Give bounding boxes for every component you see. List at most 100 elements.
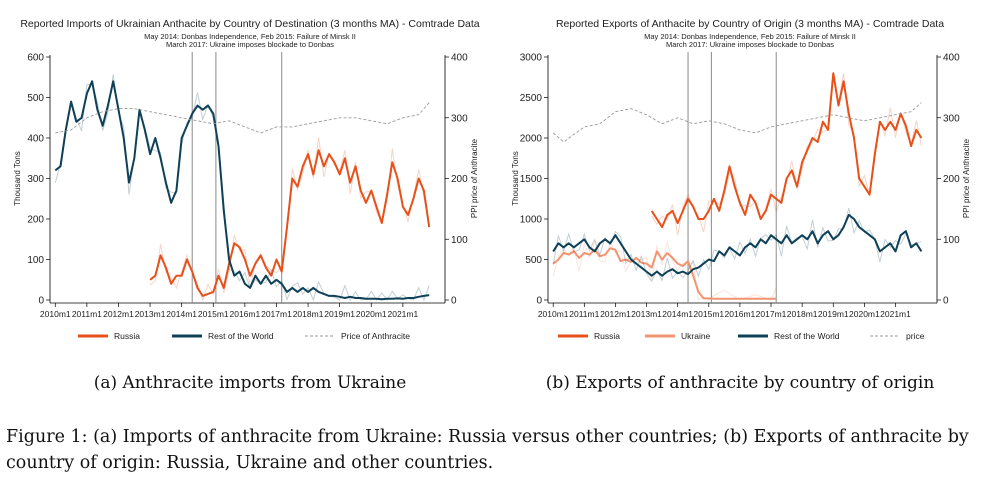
data-point [402, 206, 403, 207]
data-point [656, 218, 657, 219]
data-point [729, 166, 730, 167]
data-point [662, 259, 663, 260]
data-point [329, 154, 330, 155]
data-point [755, 247, 756, 248]
data-point [708, 120, 709, 121]
data-point [895, 129, 896, 130]
data-point [176, 275, 177, 276]
data-point [620, 261, 621, 262]
data-point [371, 298, 372, 299]
y-tick-label: 2000 [520, 134, 543, 145]
data-point [651, 210, 652, 211]
data-point [213, 113, 214, 114]
y2-tick-label: 100 [451, 235, 468, 246]
data-point [760, 239, 761, 240]
data-point [791, 243, 792, 244]
x-tick-label: 2013m1 [135, 309, 166, 319]
data-point [297, 291, 298, 292]
x-tick-label: 2014m1 [166, 309, 197, 319]
data-point [874, 239, 875, 240]
y-tick-label: 3000 [520, 53, 543, 64]
data-point [636, 263, 637, 264]
subcaption-b: (b) Exports of anthracite by country of … [545, 373, 935, 393]
legend-label: price [906, 331, 925, 341]
data-point [402, 298, 403, 299]
data-point [213, 123, 214, 124]
data-point [334, 295, 335, 296]
data-point [641, 267, 642, 268]
data-point [843, 81, 844, 82]
data-point [905, 231, 906, 232]
x-tick-label: 2010m1 [538, 309, 569, 319]
data-point [376, 206, 377, 207]
data-point [392, 298, 393, 299]
data-point [123, 137, 124, 138]
x-tick-label: 2010m1 [40, 309, 71, 319]
data-point [197, 287, 198, 288]
y-tick-label: 600 [27, 53, 44, 64]
data-point [55, 132, 56, 133]
data-point [713, 198, 714, 199]
data-point [197, 120, 198, 121]
data-point [833, 239, 834, 240]
x-tick-label: 2012m1 [600, 309, 631, 319]
data-point [397, 178, 398, 179]
data-point [687, 198, 688, 199]
data-point [765, 243, 766, 244]
data-point [838, 235, 839, 236]
data-point [885, 129, 886, 130]
data-point [286, 227, 287, 228]
data-point [197, 105, 198, 106]
x-tick-label: 2021m1 [388, 309, 419, 319]
data-point [911, 146, 912, 147]
data-point [584, 126, 585, 127]
data-point [599, 243, 600, 244]
data-point [308, 291, 309, 292]
x-tick-label: 2018m1 [787, 309, 818, 319]
event-annotation-label: May 2014: Donbas Independence, Feb 2015:… [644, 32, 856, 41]
data-point [724, 255, 725, 256]
data-point [817, 243, 818, 244]
data-point [387, 194, 388, 195]
data-point [895, 251, 896, 252]
y2-tick-label: 100 [943, 235, 960, 246]
data-point [255, 263, 256, 264]
data-point [874, 154, 875, 155]
data-point [677, 273, 678, 274]
data-point [895, 114, 896, 115]
data-point [734, 186, 735, 187]
data-point [260, 255, 261, 256]
data-point [693, 269, 694, 270]
series-line-russia [149, 149, 431, 297]
data-point [568, 254, 569, 255]
x-tick-label: 2021m1 [880, 309, 911, 319]
data-point [848, 117, 849, 118]
data-point [292, 126, 293, 127]
data-point [165, 114, 166, 115]
data-point [371, 120, 372, 121]
data-point [745, 214, 746, 215]
y2-tick-label: 300 [451, 113, 468, 124]
data-point [81, 117, 82, 118]
data-point [802, 120, 803, 121]
data-point [833, 114, 834, 115]
data-point [286, 291, 287, 292]
data-point [885, 247, 886, 248]
data-point [134, 158, 135, 159]
data-point [620, 243, 621, 244]
data-point [579, 257, 580, 258]
data-point [708, 210, 709, 211]
data-point [739, 298, 740, 299]
data-point [265, 275, 266, 276]
data-point [371, 190, 372, 191]
data-point [890, 121, 891, 122]
data-point [186, 125, 187, 126]
data-point [250, 287, 251, 288]
data-point [750, 194, 751, 195]
data-point [729, 247, 730, 248]
data-point [584, 239, 585, 240]
data-point [687, 261, 688, 262]
data-point [615, 111, 616, 112]
series-raw-shadow [552, 239, 777, 301]
legend-label: Russia [114, 331, 140, 341]
